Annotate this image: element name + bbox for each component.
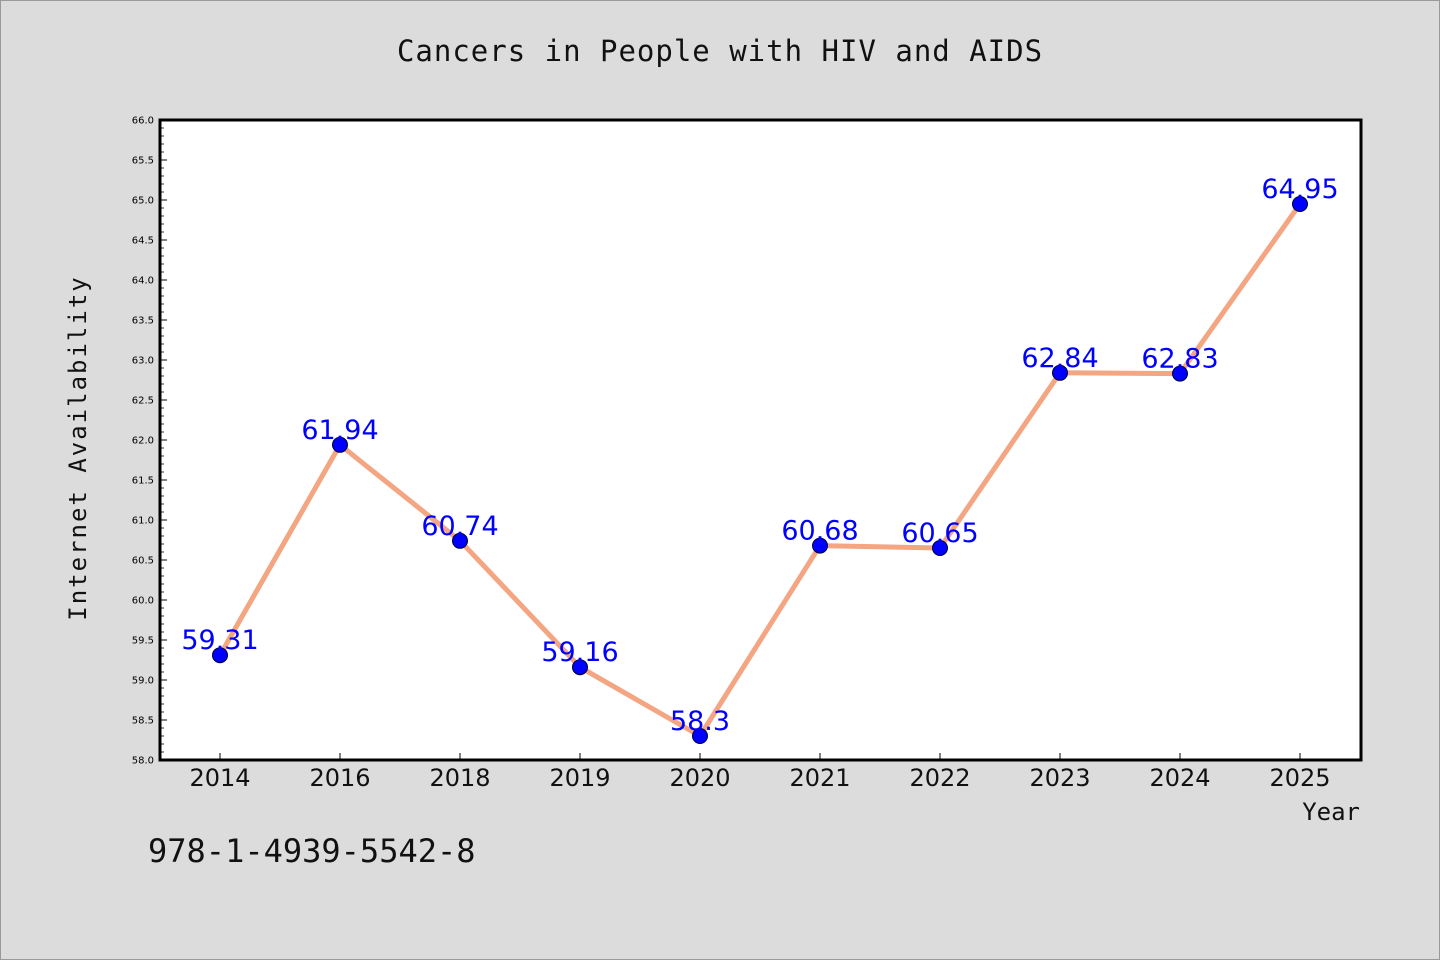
data-point [332, 436, 348, 453]
y-tick-label: 64.0 [132, 276, 154, 287]
y-tick-label: 65.5 [132, 156, 154, 167]
y-tick-label: 59.5 [132, 636, 154, 647]
x-tick-label: 2018 [429, 764, 490, 792]
x-tick-label: 2023 [1029, 764, 1090, 792]
data-point [692, 728, 708, 744]
data-label: 62.84 [1021, 343, 1098, 374]
data-point [572, 659, 588, 676]
data-point [1052, 364, 1068, 381]
x-tick-label: 2020 [669, 764, 730, 792]
x-tick-label: 2014 [189, 764, 250, 792]
y-tick-label: 63.5 [132, 316, 154, 327]
y-tick-label: 63.0 [132, 356, 154, 367]
plot-area [158, 118, 1363, 762]
data-label: 64.95 [1261, 174, 1338, 205]
data-point [812, 537, 828, 554]
series-layer: 59.31 61.94 60.74 59.16 58.3 60.68 60.65 62.84 6… [181, 174, 1339, 744]
y-tick-label: 60.0 [132, 596, 154, 607]
data-label: 60.65 [901, 518, 978, 549]
x-tick-label: 2021 [789, 764, 850, 792]
y-tick-label: 66.0 [132, 116, 154, 127]
data-point [1292, 196, 1308, 212]
data-label: 59.31 [181, 625, 258, 656]
y-tick-label: 58.0 [132, 756, 154, 767]
data-point [932, 540, 948, 556]
y-tick-label: 61.5 [132, 476, 154, 487]
isbn-label: 978-1-4939-5542-8 [148, 832, 476, 870]
x-tick-label: 2022 [909, 764, 970, 792]
x-tick-label: 2025 [1269, 764, 1330, 792]
x-tick-label: 2016 [309, 764, 370, 792]
y-tick-label: 60.5 [132, 556, 154, 567]
y-tick-label: 64.5 [132, 236, 154, 247]
y-tick-label: 58.5 [132, 716, 154, 727]
data-label: 61.94 [301, 415, 378, 446]
y-tick-label: 62.0 [132, 436, 154, 447]
data-label: 62.83 [1141, 344, 1218, 375]
data-point [1172, 365, 1188, 382]
y-axis: 58.0 58.5 59.0 59.5 60.0 60.5 61.0 61.5 62.0 62.5… [132, 116, 167, 767]
x-tick-label: 2019 [549, 764, 610, 792]
y-tick-label: 62.5 [132, 396, 154, 407]
data-label: 60.68 [781, 516, 858, 547]
data-point [212, 647, 228, 664]
x-axis: 2014 2016 2018 2019 2020 2021 2022 2023 2024 2025 [189, 753, 1331, 792]
series-line [217, 201, 1303, 739]
data-label: 60.74 [421, 511, 498, 542]
x-axis-title: Year [1302, 798, 1360, 826]
y-tick-label: 61.0 [132, 516, 154, 527]
data-label: 58.3 [670, 706, 730, 737]
y-tick-label: 65.0 [132, 196, 154, 207]
x-tick-label: 2024 [1149, 764, 1210, 792]
data-point [452, 532, 468, 549]
y-tick-label: 59.0 [132, 676, 154, 687]
y-axis-title: Internet Availability [64, 275, 92, 620]
chart-title: Cancers in People with HIV and AIDS [396, 34, 1044, 68]
data-label: 59.16 [541, 637, 618, 668]
